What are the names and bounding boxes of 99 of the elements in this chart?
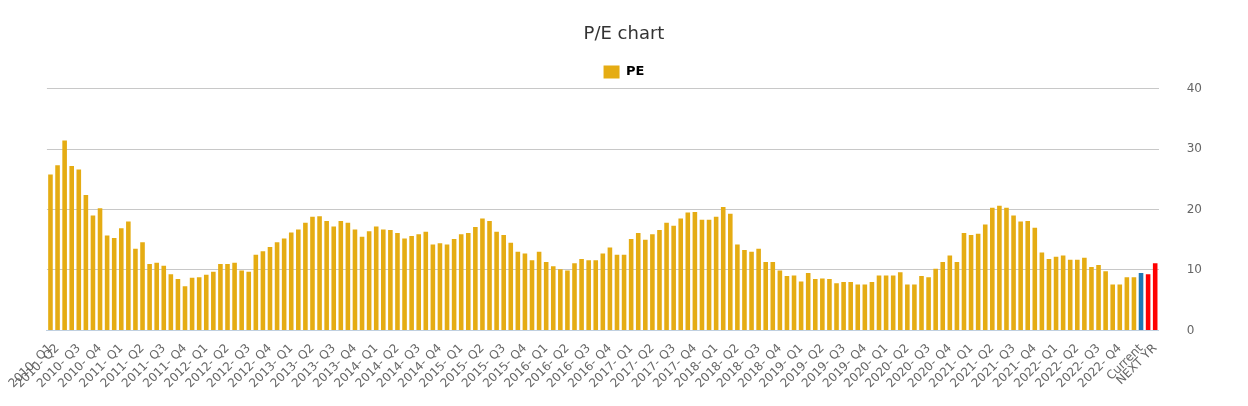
bar	[579, 259, 584, 330]
bar	[728, 213, 733, 330]
bar	[912, 284, 917, 330]
bar	[232, 262, 237, 330]
bar	[480, 218, 485, 330]
bar	[982, 224, 988, 330]
bar	[1075, 259, 1080, 330]
bar	[827, 279, 832, 330]
bar	[720, 207, 726, 330]
bar	[218, 263, 223, 330]
bar	[1025, 220, 1031, 330]
bar	[416, 234, 421, 330]
bar	[381, 229, 386, 330]
bar	[926, 277, 931, 330]
bar	[225, 263, 230, 330]
bar	[586, 260, 591, 330]
y-tick-label: 20	[1186, 201, 1203, 216]
bar	[671, 225, 676, 330]
bar	[848, 282, 853, 330]
bar	[664, 222, 669, 330]
bar	[742, 249, 747, 330]
bar	[395, 233, 400, 330]
bar	[211, 271, 216, 330]
y-tick-label: 0	[1186, 322, 1195, 337]
bar	[118, 228, 124, 330]
bar	[834, 283, 839, 330]
bar	[763, 262, 768, 330]
y-tick-label: 30	[1186, 141, 1203, 156]
bar	[770, 262, 776, 330]
bar	[1018, 221, 1023, 330]
bar	[465, 233, 471, 330]
bar	[749, 251, 754, 330]
bar	[1096, 265, 1101, 330]
bar	[508, 242, 514, 330]
bar	[126, 221, 131, 330]
bar	[501, 234, 506, 330]
bar	[593, 260, 599, 330]
bar	[55, 165, 60, 330]
bar	[1067, 259, 1073, 330]
bar	[331, 226, 337, 330]
bar	[1089, 266, 1094, 330]
y-tick-label: 10	[1186, 262, 1203, 277]
bar	[1082, 257, 1087, 330]
bar	[735, 244, 740, 330]
bar	[997, 205, 1002, 330]
chart-title: P/E chart	[583, 22, 665, 44]
bar	[62, 140, 67, 330]
bar	[990, 207, 995, 330]
bar	[203, 274, 209, 330]
bar	[423, 231, 429, 330]
bar	[296, 229, 301, 330]
bar	[288, 232, 294, 330]
bar	[1103, 271, 1108, 330]
bar	[855, 284, 861, 330]
bar	[373, 226, 379, 330]
bar	[643, 239, 648, 330]
bar	[558, 269, 563, 330]
y-tick-label: 40	[1186, 80, 1203, 95]
bar	[239, 270, 244, 330]
bar	[140, 242, 145, 330]
bar	[897, 272, 903, 330]
bar	[650, 234, 655, 330]
bar	[317, 216, 322, 330]
bar	[133, 248, 138, 330]
bar	[940, 262, 946, 330]
bar	[572, 263, 577, 330]
bar	[303, 222, 308, 330]
bar	[550, 266, 556, 330]
bar	[402, 238, 407, 330]
bar	[905, 284, 910, 330]
bar	[635, 233, 641, 330]
bar	[161, 265, 167, 330]
bar	[678, 218, 684, 330]
bar	[76, 169, 82, 330]
bar	[147, 263, 152, 330]
bar	[812, 279, 818, 330]
bar	[1004, 207, 1009, 330]
bar	[154, 262, 159, 330]
legend-label: PE	[626, 63, 645, 79]
bar	[820, 278, 825, 330]
bar	[487, 220, 492, 330]
bar	[494, 231, 499, 330]
bar	[48, 174, 53, 330]
bar	[1110, 284, 1115, 330]
bar	[388, 230, 393, 330]
bar	[933, 268, 938, 330]
bar	[473, 227, 478, 330]
bar	[1117, 284, 1123, 330]
bar	[324, 220, 329, 330]
bar	[657, 230, 662, 330]
bar	[841, 282, 846, 330]
bar	[409, 236, 414, 330]
bar	[565, 270, 570, 330]
bar	[69, 165, 74, 330]
bar	[1011, 215, 1016, 330]
bar	[919, 275, 924, 330]
bar	[310, 216, 315, 330]
bar	[246, 271, 252, 330]
bar	[756, 248, 761, 330]
